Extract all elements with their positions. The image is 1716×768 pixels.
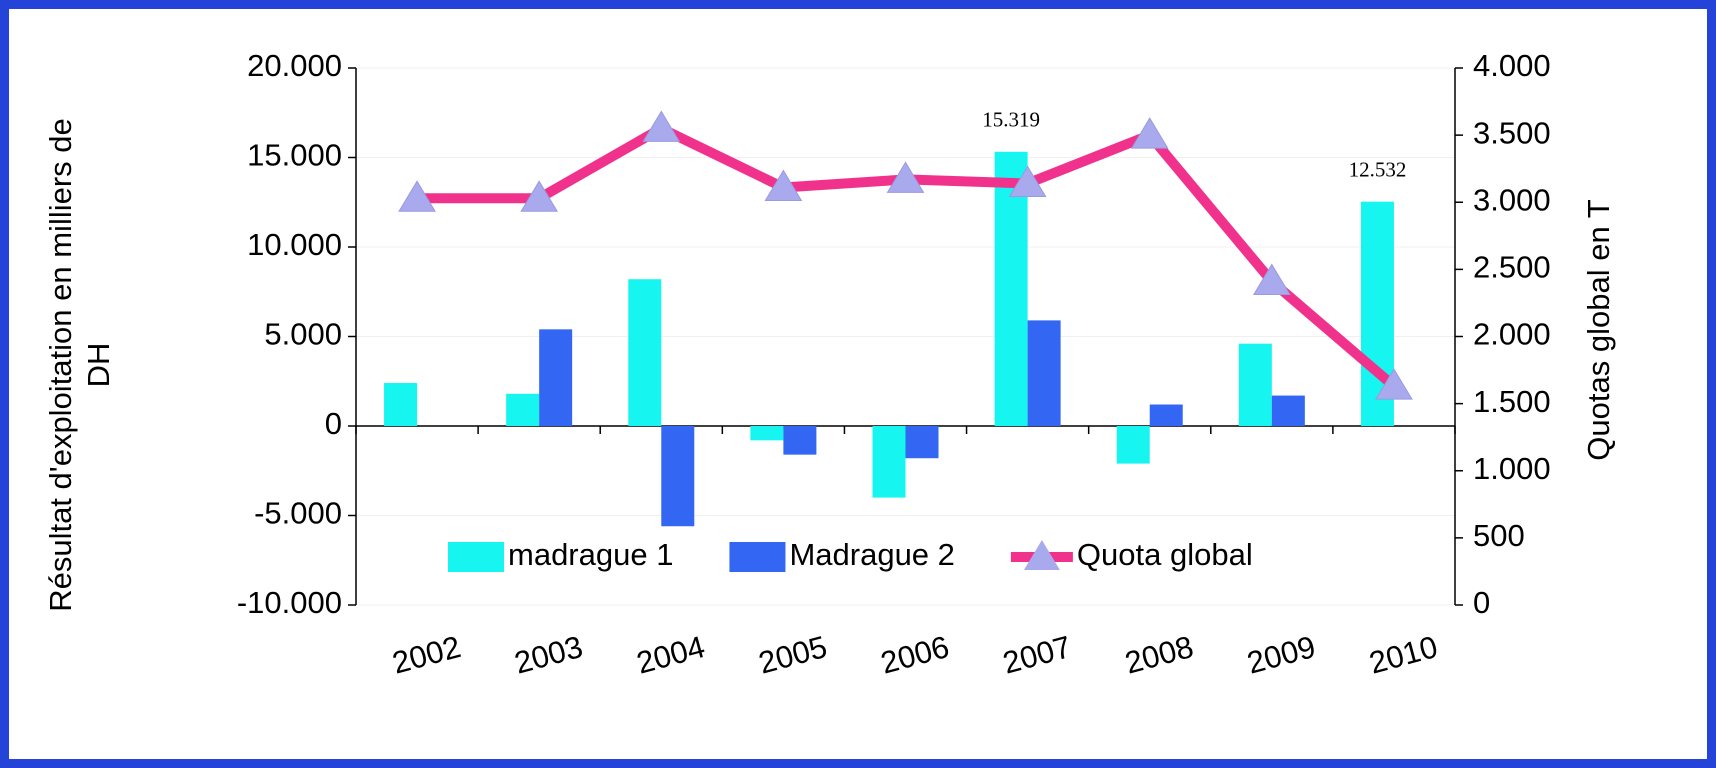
legend-swatch [729,542,786,572]
y-tick-label: -10.000 [237,585,342,620]
bar [783,426,817,455]
data-label: 12.532 [1349,157,1407,181]
x-tick-label: 2004 [633,629,709,681]
bar [1238,343,1272,426]
legend-label: madrague 1 [508,537,673,572]
marker [886,161,925,193]
x-tick-label: 2002 [389,629,465,681]
y-tick-label: 15.000 [247,138,342,173]
x-tick-label: 2005 [755,629,831,681]
marker [1008,165,1047,197]
y-tick-label: 10.000 [247,227,342,262]
bar [994,151,1028,426]
y2-tick-label: 3.000 [1473,182,1551,217]
marker [642,110,681,142]
legend-swatch [448,542,504,572]
bar [1027,320,1061,426]
bar [905,426,939,459]
y-tick-label: -5.000 [254,496,342,531]
marker [520,180,559,212]
marker [398,180,436,212]
bar [628,279,662,426]
y2-tick-label: 1.500 [1473,384,1551,419]
y-tick-label: 20.000 [247,48,342,83]
bar [1149,404,1183,426]
x-tick-label: 2010 [1366,629,1442,681]
y2-tick-label: 500 [1473,518,1525,553]
bar [872,426,906,498]
bar [750,426,784,441]
marker [1252,263,1291,295]
bar [384,383,418,426]
legend-label: Quota global [1077,537,1253,572]
marker [1130,117,1169,149]
legend-label: Madrague 2 [789,537,954,572]
y2-tick-label: 0 [1473,585,1490,620]
bar [1271,395,1305,426]
marker [764,169,803,201]
y2-tick-label: 2.500 [1473,250,1551,285]
x-tick-label: 2003 [511,629,587,681]
marker [1375,368,1413,400]
bar [539,329,573,426]
y2-tick-label: 2.000 [1473,317,1551,352]
x-tick-label: 2008 [1121,629,1197,681]
x-tick-label: 2009 [1243,629,1319,681]
y2-tick-label: 4.000 [1473,48,1551,83]
x-tick-label: 2006 [877,629,953,681]
y2-tick-label: 1.000 [1473,451,1551,486]
bar [1116,426,1150,464]
legend-marker [1023,540,1060,570]
bar [506,393,540,426]
y-tick-label: 0 [325,406,342,441]
y2-tick-label: 3.500 [1473,115,1551,150]
x-tick-label: 2007 [999,629,1075,681]
y-tick-label: 5.000 [264,317,342,352]
data-label: 15.319 [982,108,1040,132]
bar [661,426,695,527]
